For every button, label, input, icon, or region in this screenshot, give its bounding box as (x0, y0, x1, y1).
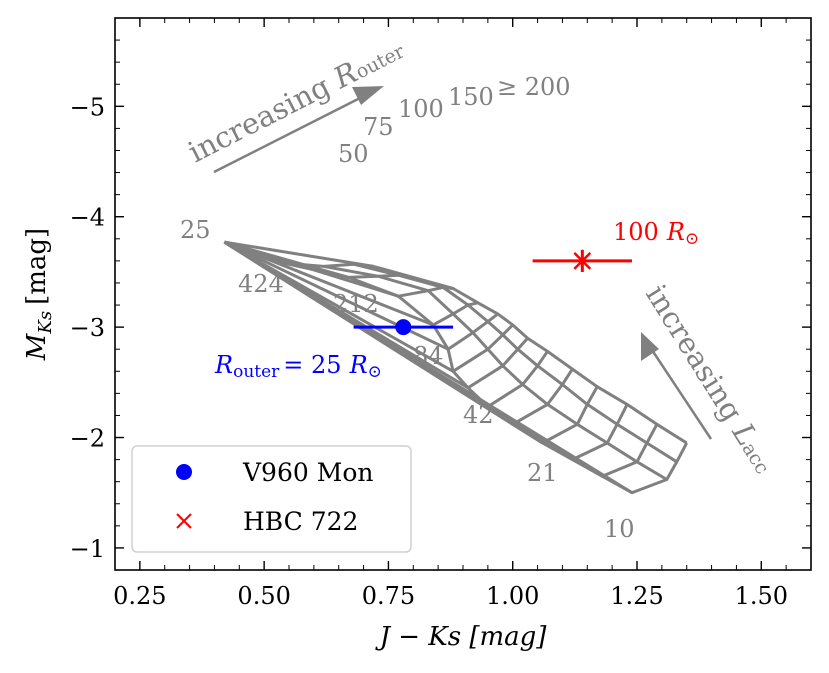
r-outer-label-150: 150 (448, 83, 494, 111)
x-tick-label: 1.00 (486, 582, 539, 610)
r-outer-label-50: 50 (338, 140, 369, 168)
l-acc-label-212: 212 (333, 290, 379, 318)
r-outer-label-75: 75 (363, 113, 394, 141)
y-tick-label: −2 (70, 425, 105, 453)
l-acc-arrow-head (641, 332, 659, 361)
y-tick-label: −3 (70, 314, 105, 342)
x-tick-label: 0.50 (237, 582, 290, 610)
point-v960-mon (395, 319, 412, 336)
r-outer-arrow-shaft (213, 93, 367, 174)
data-points (353, 249, 633, 336)
y-tick-label: −5 (70, 93, 105, 121)
r-outer-label-25: 25 (180, 216, 211, 244)
grid-column-line (323, 264, 668, 481)
hbc-annotation: 100 R⊙ (613, 218, 699, 249)
r-outer-label-100: 100 (398, 95, 444, 123)
r-outer-labels: 25 50 75 100 150 ≥ 200 (180, 73, 571, 244)
grid-column-line (353, 262, 678, 464)
legend-box (131, 445, 412, 553)
l-acc-arrow-shaft (650, 349, 713, 440)
grid-column-line (283, 261, 633, 495)
y-tick-label: −1 (70, 535, 105, 563)
x-tick-label: 0.25 (113, 582, 166, 610)
legend: V960 Mon HBC 722 (131, 445, 412, 553)
r-outer-label-200: ≥ 200 (497, 73, 571, 101)
model-grid (223, 240, 689, 495)
legend-label-v960: V960 Mon (242, 458, 373, 487)
y-tick-label: −4 (70, 204, 105, 232)
x-tick-label: 1.25 (610, 582, 663, 610)
l-acc-label-42: 42 (463, 401, 494, 429)
l-acc-labels: 424 212 84 42 21 10 (238, 270, 635, 543)
point-hbc-722 (573, 249, 592, 272)
x-axis-label: J − Ks [mag] (375, 622, 548, 652)
l-acc-label-21: 21 (527, 459, 558, 487)
legend-marker-hbc (176, 513, 192, 529)
v960-annotation: Router = 25 R⊙ (214, 351, 382, 382)
l-acc-label-84: 84 (413, 342, 444, 370)
l-acc-label-10: 10 (604, 515, 635, 543)
x-tick-label: 1.50 (735, 582, 788, 610)
y-axis-label: MKs[mag] (22, 228, 56, 361)
grid-envelope-top (224, 240, 374, 268)
legend-marker-v960 (176, 464, 192, 480)
x-tick-label: 0.75 (362, 582, 415, 610)
axis-ticks: 0.25 0.50 0.75 1.00 1.25 1.50 −1 −2 −3 −4 −5 (70, 17, 812, 610)
grid-column-line (373, 264, 688, 445)
r-outer-arrow-head (352, 86, 384, 105)
legend-label-hbc: HBC 722 (243, 507, 358, 536)
l-acc-label-424: 424 (238, 270, 284, 298)
